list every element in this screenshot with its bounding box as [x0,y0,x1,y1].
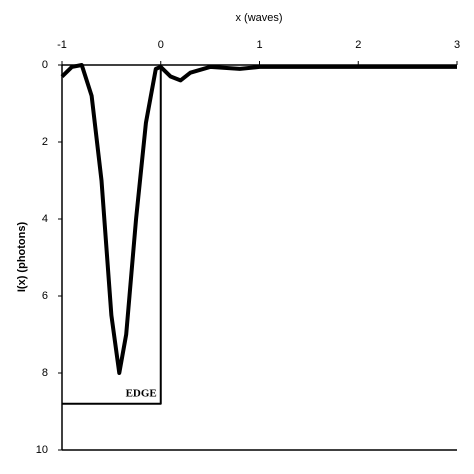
y-tick-label: 6 [42,290,48,302]
x-axis-label: x (waves) [235,12,282,24]
edge-line [62,65,162,405]
x-tick-label: 1 [256,39,262,51]
x-tick-label: 2 [355,39,361,51]
x-tick-label: 3 [454,39,460,51]
intensity-line [60,63,457,375]
y-tick-label: 4 [42,213,48,225]
x-tick-label: 0 [158,39,164,51]
y-tick-label: 2 [42,136,48,148]
y-tick-label: 0 [42,59,48,71]
x-tick-label: -1 [57,39,67,51]
y-tick-label: 8 [42,367,48,379]
y-axis-label: I(x) (photons) [16,222,28,293]
edge-label: EDGE [126,387,157,399]
y-tick-label: 10 [36,444,48,456]
